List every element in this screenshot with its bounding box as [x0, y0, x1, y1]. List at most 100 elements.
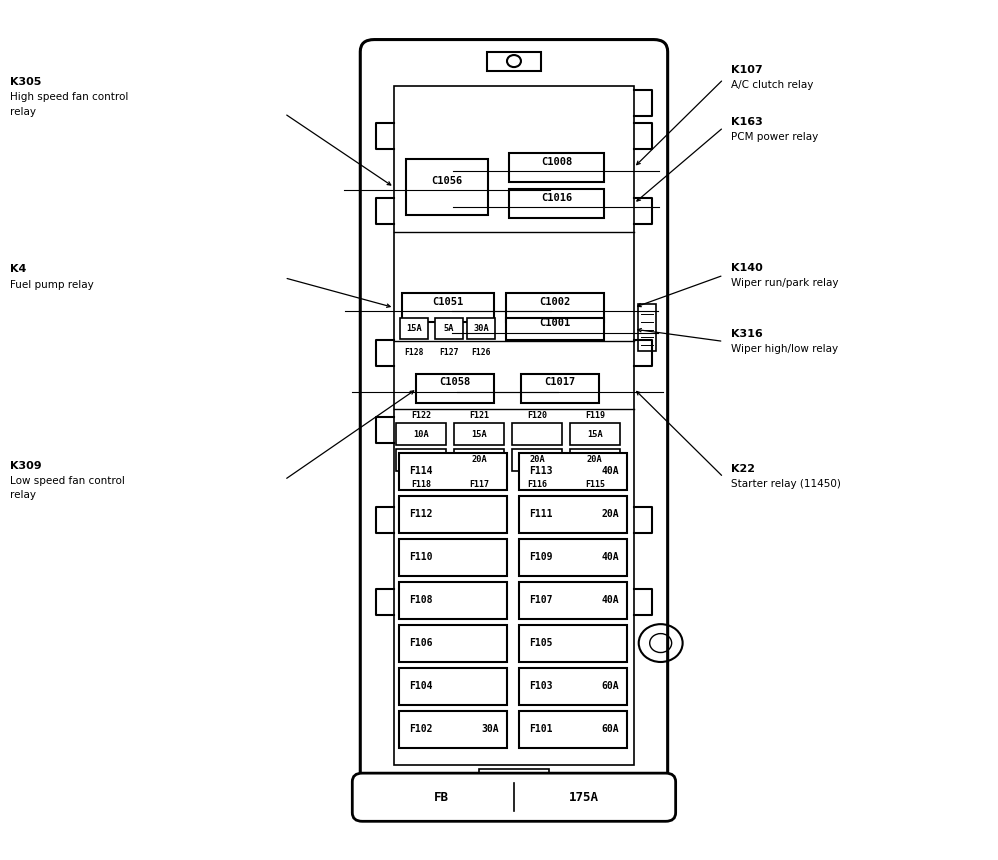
Text: 40A: 40A: [601, 552, 619, 562]
Text: Wiper run/park relay: Wiper run/park relay: [731, 278, 838, 288]
Text: High speed fan control: High speed fan control: [10, 92, 129, 102]
Text: F113: F113: [529, 466, 553, 476]
Bar: [399, 667, 507, 704]
Text: relay: relay: [10, 490, 36, 501]
Bar: [399, 624, 507, 661]
Text: C1051: C1051: [432, 297, 464, 307]
Text: C1058: C1058: [439, 378, 471, 388]
Bar: [519, 581, 627, 618]
Text: F128: F128: [404, 347, 424, 357]
Text: 20A: 20A: [587, 456, 603, 464]
Text: F101: F101: [529, 724, 553, 734]
FancyBboxPatch shape: [352, 773, 676, 821]
Bar: [512, 423, 562, 445]
Text: C1002: C1002: [539, 297, 571, 307]
Text: 15A: 15A: [406, 324, 422, 333]
Text: FB: FB: [434, 790, 449, 804]
Bar: [416, 374, 494, 402]
Bar: [570, 449, 620, 470]
Bar: [512, 449, 562, 470]
Bar: [521, 374, 599, 402]
Text: F116: F116: [527, 480, 547, 489]
Text: F120: F120: [527, 411, 547, 420]
Bar: [506, 293, 604, 322]
Text: 20A: 20A: [529, 456, 545, 464]
Text: 15A: 15A: [587, 430, 603, 439]
Bar: [402, 293, 494, 322]
Text: F104: F104: [409, 681, 433, 691]
Text: 40A: 40A: [601, 466, 619, 476]
Text: C1017: C1017: [544, 378, 576, 388]
Bar: [399, 538, 507, 575]
Bar: [435, 317, 463, 339]
Bar: [519, 624, 627, 661]
Text: Low speed fan control: Low speed fan control: [10, 476, 125, 486]
Text: F122: F122: [411, 411, 431, 420]
Text: PCM power relay: PCM power relay: [731, 132, 817, 142]
Text: K309: K309: [10, 461, 42, 471]
Bar: [638, 304, 656, 351]
Text: C1008: C1008: [541, 157, 572, 167]
Text: C1016: C1016: [541, 193, 572, 203]
Text: F103: F103: [529, 681, 553, 691]
Text: 10A: 10A: [413, 430, 429, 439]
Bar: [399, 452, 507, 489]
Text: K107: K107: [731, 65, 762, 76]
Text: F102: F102: [409, 724, 433, 734]
Bar: [509, 153, 604, 182]
Bar: [394, 86, 634, 765]
Text: F114: F114: [409, 466, 433, 476]
Text: K140: K140: [731, 263, 762, 273]
Text: F108: F108: [409, 595, 433, 605]
Bar: [399, 581, 507, 618]
Text: 40A: 40A: [601, 595, 619, 605]
Text: F127: F127: [439, 347, 459, 357]
Bar: [570, 423, 620, 445]
Text: K4: K4: [10, 264, 26, 274]
Bar: [467, 317, 495, 339]
Bar: [519, 538, 627, 575]
Bar: [454, 423, 504, 445]
Text: 30A: 30A: [481, 724, 499, 734]
Text: Starter relay (11450): Starter relay (11450): [731, 479, 840, 489]
Bar: [399, 495, 507, 532]
Text: A/C clutch relay: A/C clutch relay: [731, 80, 813, 90]
Text: F126: F126: [471, 347, 491, 357]
Bar: [454, 449, 504, 470]
Text: C1001: C1001: [539, 318, 571, 329]
Text: 20A: 20A: [471, 456, 487, 464]
Text: F109: F109: [529, 552, 553, 562]
Bar: [506, 318, 604, 340]
Text: 30A: 30A: [473, 324, 489, 333]
Text: 20A: 20A: [601, 509, 619, 519]
Bar: [509, 189, 604, 218]
Bar: [519, 495, 627, 532]
Text: F112: F112: [409, 509, 433, 519]
Text: 60A: 60A: [601, 681, 619, 691]
Bar: [399, 710, 507, 747]
Text: Fuel pump relay: Fuel pump relay: [10, 280, 94, 290]
Text: F111: F111: [529, 509, 553, 519]
Text: F110: F110: [409, 552, 433, 562]
Text: F106: F106: [409, 638, 433, 648]
Bar: [396, 449, 446, 470]
Text: 15A: 15A: [471, 430, 487, 439]
Text: F115: F115: [585, 480, 605, 489]
Text: K163: K163: [731, 117, 762, 127]
Text: relay: relay: [10, 107, 36, 117]
Text: F117: F117: [469, 480, 489, 489]
Text: F121: F121: [469, 411, 489, 420]
Bar: [519, 710, 627, 747]
Text: 60A: 60A: [601, 724, 619, 734]
Text: 5A: 5A: [444, 324, 454, 333]
Text: C1056: C1056: [431, 176, 463, 186]
Text: 175A: 175A: [569, 790, 599, 804]
Bar: [396, 423, 446, 445]
FancyBboxPatch shape: [360, 40, 668, 795]
Text: F118: F118: [411, 480, 431, 489]
Bar: [400, 317, 428, 339]
Text: Wiper high/low relay: Wiper high/low relay: [731, 344, 837, 354]
Text: F119: F119: [585, 411, 605, 420]
Bar: [519, 667, 627, 704]
Text: F105: F105: [529, 638, 553, 648]
